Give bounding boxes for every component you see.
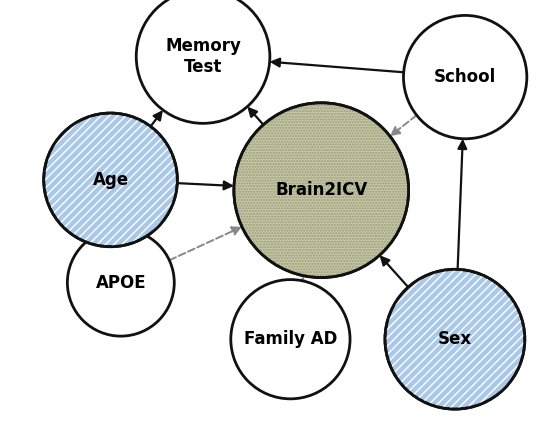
Circle shape bbox=[43, 113, 177, 247]
Circle shape bbox=[385, 269, 525, 409]
Text: APOE: APOE bbox=[96, 274, 146, 292]
Circle shape bbox=[136, 0, 270, 123]
Circle shape bbox=[231, 280, 350, 399]
Text: Age: Age bbox=[92, 171, 129, 189]
Circle shape bbox=[234, 103, 409, 278]
Text: Memory
Test: Memory Test bbox=[165, 37, 241, 76]
Circle shape bbox=[404, 15, 527, 139]
Text: Family AD: Family AD bbox=[244, 330, 337, 348]
Text: Sex: Sex bbox=[438, 330, 472, 348]
Circle shape bbox=[67, 229, 174, 336]
Text: School: School bbox=[434, 68, 496, 86]
Text: Brain2ICV: Brain2ICV bbox=[275, 181, 367, 199]
